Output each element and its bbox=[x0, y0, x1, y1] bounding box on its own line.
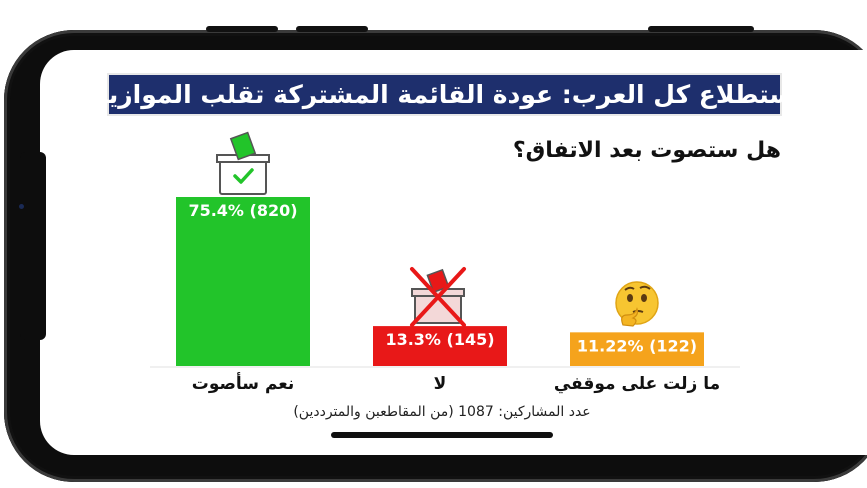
bar-value-label: 11.22% (122) bbox=[577, 336, 697, 355]
camera-dot bbox=[19, 204, 24, 209]
title-banner: استطلاع كل العرب: عودة القائمة المشتركة … bbox=[86, 73, 803, 116]
phone-side-button bbox=[296, 26, 368, 32]
phone-side-button bbox=[206, 26, 278, 32]
participants-footnote: عدد المشاركين: 1087 (من المقاطعبن والمتر… bbox=[293, 404, 591, 420]
bar-value-label: 13.3% (145) bbox=[385, 330, 494, 349]
ballot-box-crossed-icon bbox=[410, 267, 466, 327]
category-label: لا bbox=[434, 374, 447, 394]
bar bbox=[176, 197, 310, 366]
bar-value-label: 75.4% (820) bbox=[188, 201, 297, 220]
category-label: نعم سأصوت bbox=[192, 372, 295, 394]
category-label: ما زلت على موقفي bbox=[554, 374, 720, 394]
ballot-box-check-icon bbox=[216, 131, 270, 195]
poll-question: هل ستصوت بعد الاتفاق؟ bbox=[512, 138, 781, 163]
bar bbox=[373, 326, 507, 366]
thinking-face-icon bbox=[615, 281, 659, 327]
chart-title: استطلاع كل العرب: عودة القائمة المشتركة … bbox=[86, 80, 803, 109]
bar bbox=[570, 332, 704, 366]
home-indicator bbox=[331, 432, 553, 438]
phone-side-button bbox=[648, 26, 754, 32]
phone-notch bbox=[20, 152, 46, 340]
